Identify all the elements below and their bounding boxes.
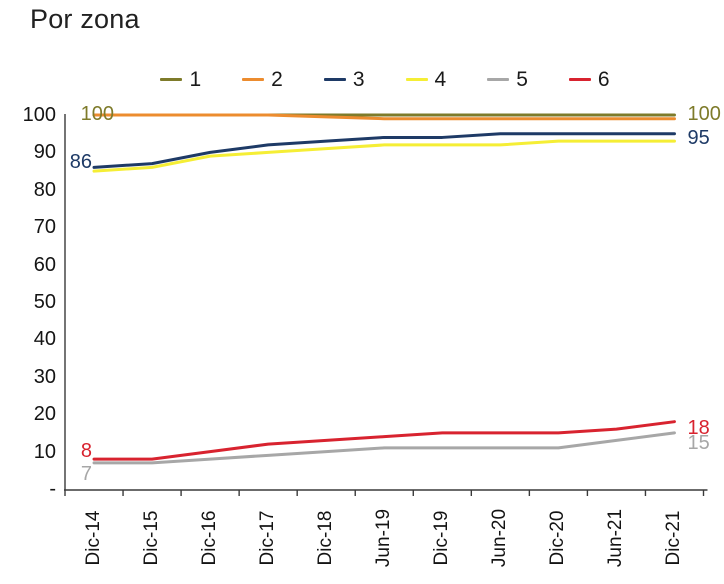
data-label-end-series-1: 100 (687, 103, 721, 125)
y-axis-label: 100 (22, 104, 56, 126)
legend: 1 2 3 4 5 6 (65, 66, 705, 92)
y-axis-label: 80 (33, 178, 56, 201)
y-axis-label: 50 (33, 291, 56, 313)
series-line-2 (92, 113, 676, 121)
legend-label: 4 (434, 67, 447, 91)
legend-swatch (323, 77, 346, 81)
y-axis-label: 60 (33, 253, 56, 276)
data-label-start-series-5: 7 (80, 462, 93, 485)
legend-item-4: 4 (405, 67, 447, 91)
x-axis-label: Jun-19 (373, 508, 395, 568)
x-axis-label: Jun-21 (605, 508, 627, 568)
x-axis-label: Dic-14 (83, 510, 105, 566)
data-label-end-series-3: 95 (687, 126, 710, 149)
legend-item-1: 1 (160, 69, 201, 90)
legend-item-6: 6 (568, 67, 610, 91)
series-line-5 (92, 431, 676, 465)
legend-label: 5 (516, 67, 528, 91)
data-label-end-series-5: 15 (687, 431, 710, 454)
x-axis-label: Dic-19 (431, 510, 453, 566)
y-axis-label: 20 (33, 403, 56, 426)
series-line-4 (92, 139, 676, 173)
y-axis-label: - (49, 478, 56, 500)
y-axis-label: 90 (33, 141, 56, 164)
x-axis-label: Dic-17 (257, 510, 279, 566)
y-axis-label: 40 (33, 328, 56, 351)
x-axis-label: Dic-20 (547, 510, 569, 566)
legend-label: 1 (189, 67, 202, 91)
x-axis-label: Dic-21 (663, 510, 685, 566)
legend-swatch (487, 77, 510, 81)
legend-item-3: 3 (323, 67, 365, 91)
legend-swatch (160, 77, 183, 81)
x-axis-label: Dic-16 (199, 510, 221, 566)
legend-item-5: 5 (487, 69, 528, 90)
data-label-start-series-3: 86 (69, 151, 93, 174)
y-axis-label: 30 (33, 365, 56, 388)
legend-label: 2 (271, 67, 283, 91)
legend-swatch (242, 77, 265, 81)
x-axis-label: Dic-15 (141, 510, 163, 566)
y-axis-label: 70 (33, 216, 56, 239)
legend-swatch (568, 77, 591, 81)
y-axis-label: 10 (33, 440, 56, 463)
x-axis-label: Dic-18 (315, 510, 337, 566)
data-label-start-series-6: 8 (80, 440, 93, 463)
chart-title: Por zona (30, 4, 140, 34)
legend-label: 3 (352, 67, 365, 91)
data-label-start-series-1: 100 (80, 103, 115, 125)
data-label-end-series-6: 18 (687, 416, 710, 439)
series-line-6 (92, 420, 676, 461)
legend-label: 6 (597, 67, 610, 91)
series-line-3 (92, 132, 676, 169)
x-axis-label: Jun-20 (489, 508, 511, 568)
legend-swatch (405, 77, 428, 81)
legend-item-2: 2 (242, 69, 283, 90)
